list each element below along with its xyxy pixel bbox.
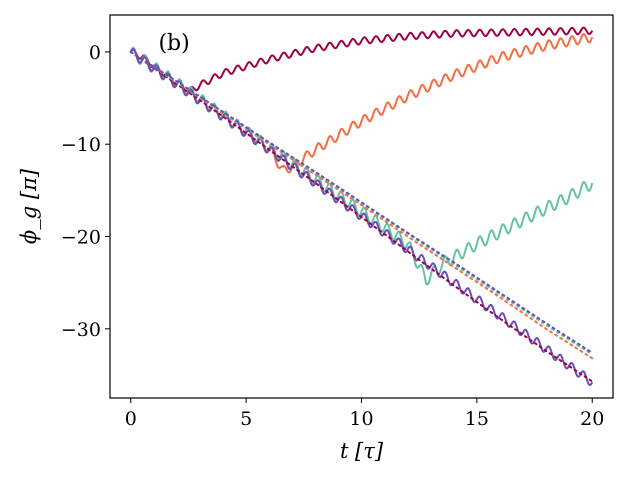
x-tick-label: 5: [240, 408, 252, 430]
x-tick-label: 10: [349, 408, 373, 430]
series-layer: [129, 26, 594, 387]
y-tick-label: −30: [61, 319, 101, 341]
tick-layer: 0 5 10 15 20 0 −10 −20 −30: [61, 42, 604, 430]
series-line-8: [129, 50, 594, 354]
series-line-2: [129, 33, 594, 174]
y-tick-label: −10: [61, 134, 101, 156]
x-tick-label: 15: [465, 408, 489, 430]
series-line-1: [129, 26, 594, 93]
y-tick-label: 0: [89, 42, 101, 64]
series-line-5: [129, 50, 594, 383]
panel-label: (b): [158, 31, 189, 56]
y-axis-label: ϕ_g [π]: [17, 168, 41, 244]
x-tick-label: 0: [125, 408, 137, 430]
x-axis-label: t [τ]: [340, 439, 384, 463]
x-tick-label: 20: [580, 408, 604, 430]
y-tick-label: −20: [61, 226, 101, 248]
